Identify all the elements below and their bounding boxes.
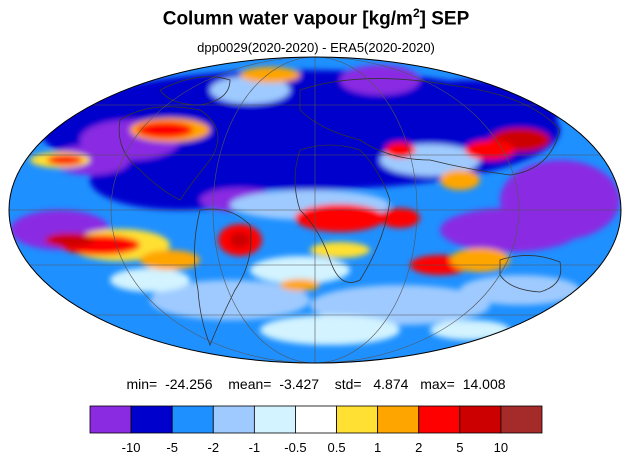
- statistics-line: min= -24.256 mean= -3.427 std= 4.874 max…: [126, 376, 506, 392]
- colorbar-tick-label: -10: [121, 440, 141, 455]
- colorbar-tick-label: 0.5: [327, 440, 346, 455]
- map-title: Column water vapour [kg/m2] SEP: [162, 6, 470, 30]
- map-subtitle: dpp0029(2020-2020) - ERA5(2020-2020): [197, 40, 435, 55]
- colorbar-swatch: [212, 405, 255, 434]
- coastlines: [118, 76, 562, 347]
- colorbar-swatch: [336, 405, 379, 434]
- colorbar-swatch: [500, 405, 543, 434]
- colorbar-tick-label: 1: [374, 440, 382, 455]
- colorbar-tick-label: -0.5: [284, 440, 307, 455]
- map-border: [8, 56, 622, 364]
- colorbar-tick-label: -1: [248, 440, 261, 455]
- colorbar-swatch: [459, 405, 502, 434]
- stat-mean: -3.427: [279, 376, 320, 392]
- graticule: [9, 57, 621, 363]
- colorbar-tick-label: -5: [166, 440, 178, 455]
- colorbar-tick-label: 2: [415, 440, 423, 455]
- colorbar-tick-label: -2: [207, 440, 220, 455]
- colorbar-swatch: [171, 405, 214, 434]
- stat-std: 4.874: [373, 376, 409, 392]
- colorbar-swatch: [89, 405, 132, 434]
- colorbar-tick-label: 10: [493, 440, 509, 455]
- colorbar-swatch: [130, 405, 173, 434]
- colorbar-tick-label: 5: [456, 440, 464, 455]
- colorbar-swatch: [253, 405, 296, 434]
- stat-max: 14.008: [462, 376, 506, 392]
- stat-min: -24.256: [165, 376, 213, 392]
- colorbar-swatch: [418, 405, 461, 434]
- colorbar-swatch: [377, 405, 420, 434]
- colorbar-swatch: [295, 405, 337, 434]
